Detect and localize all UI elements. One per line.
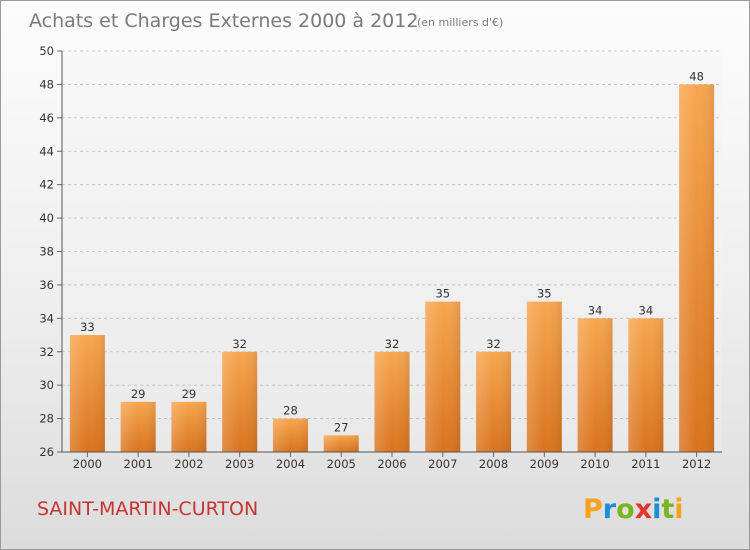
- proxiti-logo: Proxiti: [583, 494, 684, 525]
- bar-value-label: 34: [639, 303, 654, 317]
- bar-shade: [679, 84, 715, 453]
- x-tick-label: 2011: [631, 457, 660, 471]
- y-tick-label: 30: [39, 378, 54, 392]
- bar-shade: [120, 401, 156, 452]
- commune-name: SAINT-MARTIN-CURTON: [37, 498, 258, 520]
- logo-letter: o: [616, 494, 635, 525]
- y-tick-label: 28: [39, 412, 54, 426]
- bar-shade: [526, 301, 562, 452]
- bar-shade: [628, 318, 664, 452]
- y-tick-label: 40: [39, 211, 54, 225]
- x-tick-label: 2012: [682, 457, 711, 471]
- y-tick-label: 48: [39, 77, 54, 91]
- bar-value-label: 29: [131, 387, 146, 401]
- bar-shade: [577, 318, 613, 452]
- bar-value-label: 33: [80, 320, 95, 334]
- x-tick-label: 2000: [73, 457, 102, 471]
- bar-value-label: 32: [486, 337, 501, 351]
- bar-shade: [222, 351, 258, 452]
- logo-letter: i: [674, 494, 683, 525]
- logo-letter: i: [652, 494, 661, 525]
- bar-value-label: 27: [334, 420, 349, 434]
- bar-value-label: 48: [689, 69, 704, 83]
- x-tick-label: 2005: [327, 457, 356, 471]
- x-tick-label: 2006: [377, 457, 406, 471]
- bar-value-label: 32: [385, 337, 400, 351]
- chart-title: Achats et Charges Externes 2000 à 2012: [29, 10, 418, 32]
- y-tick-label: 42: [39, 178, 54, 192]
- bar-shade: [425, 301, 461, 452]
- x-tick-label: 2009: [530, 457, 559, 471]
- bar-shade: [323, 435, 359, 452]
- y-tick-label: 44: [39, 144, 54, 158]
- logo-letter: P: [583, 494, 603, 525]
- x-tick-label: 2010: [580, 457, 609, 471]
- x-tick-label: 2008: [479, 457, 508, 471]
- y-tick-label: 46: [39, 111, 54, 125]
- bar-value-label: 35: [435, 287, 450, 301]
- bar-shade: [476, 351, 512, 452]
- bar-shade: [171, 401, 207, 452]
- y-tick-label: 50: [39, 44, 54, 58]
- bar-shade: [69, 335, 105, 452]
- chart-subtitle: (en milliers d'€): [417, 16, 503, 29]
- x-tick-label: 2007: [428, 457, 457, 471]
- y-tick-label: 32: [39, 345, 54, 359]
- x-tick-label: 2003: [225, 457, 254, 471]
- y-tick-label: 34: [39, 311, 54, 325]
- logo-letter: r: [603, 494, 617, 525]
- y-tick-label: 36: [39, 278, 54, 292]
- bar-value-label: 29: [182, 387, 197, 401]
- x-tick-label: 2004: [276, 457, 305, 471]
- bar-value-label: 34: [588, 303, 603, 317]
- bar-value-label: 32: [232, 337, 247, 351]
- bar-value-label: 35: [537, 287, 552, 301]
- logo-letter: t: [661, 494, 674, 525]
- bars: 33 29 29 32 28 27 32 35 32 35 34 34 48: [69, 69, 715, 453]
- bar-shade: [272, 418, 308, 452]
- bar-shade: [374, 351, 410, 452]
- y-tick-label: 38: [39, 245, 54, 259]
- y-tick-label: 26: [39, 445, 54, 459]
- bar-value-label: 28: [283, 404, 298, 418]
- x-tick-label: 2001: [124, 457, 153, 471]
- logo-letter: x: [635, 494, 652, 525]
- axes: 26 28 30 32 34 36 38 40 42 44 46 48 50 2000 2001 2002 20…: [39, 44, 722, 471]
- x-tick-label: 2002: [174, 457, 203, 471]
